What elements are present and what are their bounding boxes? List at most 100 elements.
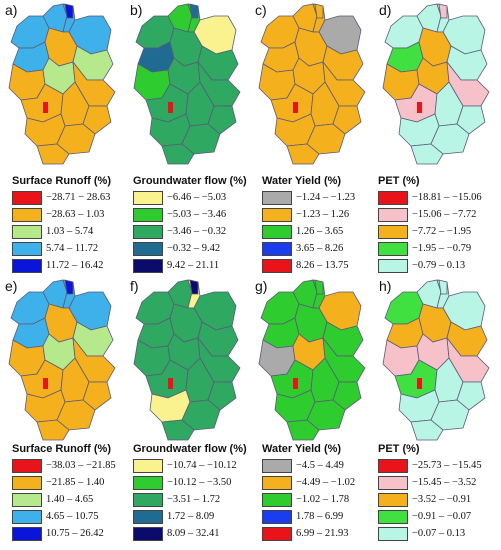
watershed-map [8, 3, 116, 165]
legend-item: −6.46 – −5.03 [133, 189, 257, 206]
panel-label: f) [130, 278, 139, 294]
legend-swatch [378, 207, 408, 222]
legend-item: −3.46 – −0.32 [133, 223, 257, 240]
legend-item: −3.51 – 1.72 [133, 491, 257, 508]
legend-range: −10.12 – −3.50 [167, 477, 232, 488]
legend-item: 4.65 – 10.75 [12, 508, 136, 525]
subbasin-s3 [456, 381, 486, 411]
legend-item: −1.95 – −0.79 [378, 240, 501, 257]
legend-item: −5.03 – −3.46 [133, 206, 257, 223]
headwater-subbasin [438, 279, 448, 295]
legend-c: Water Yield (%) −1.24 – −1.23 −1.23 – 1.26… [262, 173, 386, 274]
legend-title: Water Yield (%) [262, 175, 342, 187]
reservoir-marker [293, 378, 298, 389]
legend-range: −1.02 – 1.78 [296, 494, 350, 505]
legend-swatch [12, 526, 42, 541]
legend-item: −15.06 – −7.72 [378, 206, 501, 223]
legend-range: −0.32 – 9.42 [167, 243, 221, 254]
legend-swatch [262, 526, 292, 541]
map-panel-c: c) [253, 2, 373, 167]
legend-swatch [378, 509, 408, 524]
legend-range: 4.65 – 10.75 [46, 511, 99, 522]
legend-swatch [12, 509, 42, 524]
legend-range: −0.07 – 0.13 [412, 528, 466, 539]
legend-item: 1.78 – 6.99 [262, 508, 386, 525]
map-panel-f: f) [128, 278, 248, 443]
reservoir-marker [43, 378, 48, 389]
legend-range: 5.74 – 11.72 [46, 243, 99, 254]
legend-swatch [133, 475, 163, 490]
legend-title: PET (%) [378, 175, 420, 187]
panel-label: c) [255, 2, 267, 18]
legend-item: −15.45 – −3.52 [378, 474, 501, 491]
subbasin-s3 [82, 105, 112, 135]
subbasin-b3 [410, 419, 444, 441]
legend-range: −4.5 – 4.49 [296, 460, 344, 471]
legend-range: −38.03 – −21.85 [46, 460, 116, 471]
legend-swatch [12, 224, 42, 239]
legend-range: −0.91 – −0.07 [412, 511, 472, 522]
headwater-subbasin [189, 3, 199, 19]
legend-swatch [133, 224, 163, 239]
legend-d: PET (%) −18.81 – −15.06 −15.06 – −7.72 −7.7… [378, 173, 501, 274]
legend-item: 1.40 – 4.65 [12, 491, 136, 508]
subbasin-b3 [286, 419, 320, 441]
legend-item: 1.26 – 3.65 [262, 223, 386, 240]
map-panel-e: e) [3, 278, 123, 443]
legend-swatch [378, 224, 408, 239]
legend-range: −10.74 – −10.12 [167, 460, 237, 471]
legend-swatch [262, 258, 292, 273]
reservoir-marker [417, 378, 422, 389]
legend-item: −1.02 – 1.78 [262, 491, 386, 508]
legend-range: −1.23 – 1.26 [296, 209, 350, 220]
legend-range: 1.40 – 4.65 [46, 494, 94, 505]
legend-range: −5.03 – −3.46 [167, 209, 227, 220]
headwater-subbasin [189, 279, 199, 295]
panel-label: d) [379, 2, 392, 18]
legend-item: −3.52 – −0.91 [378, 491, 501, 508]
legend-swatch [262, 241, 292, 256]
legend-swatch [133, 190, 163, 205]
legend-item: −4.5 – 4.49 [262, 457, 386, 474]
legend-item: −38.03 – −21.85 [12, 457, 136, 474]
legend-swatch [133, 241, 163, 256]
legend-swatch [133, 509, 163, 524]
legend-item: −18.81 – −15.06 [378, 189, 501, 206]
legend-swatch [378, 190, 408, 205]
legend-range: −3.51 – 1.72 [167, 494, 221, 505]
panel-label: h) [379, 278, 392, 294]
subbasin-b3 [286, 143, 320, 165]
legend-range: 1.78 – 6.99 [296, 511, 344, 522]
map-panel-h: h) [377, 278, 497, 443]
legend-range: −1.95 – −0.79 [412, 243, 472, 254]
legend-swatch [262, 190, 292, 205]
legend-item: −0.79 – 0.13 [378, 257, 501, 274]
legend-item: −0.07 – 0.13 [378, 525, 501, 542]
legend-item: −1.23 – 1.26 [262, 206, 386, 223]
legend-swatch [378, 475, 408, 490]
legend-item: 10.75 – 26.42 [12, 525, 136, 542]
legend-item: −28.63 – 1.03 [12, 206, 136, 223]
subbasin-b3 [36, 419, 70, 441]
legend-range: −15.06 – −7.72 [412, 209, 477, 220]
legend-swatch [133, 526, 163, 541]
legend-item: 8.09 – 32.41 [133, 525, 257, 542]
legend-swatch [378, 492, 408, 507]
legend-swatch [378, 458, 408, 473]
legend-title: Groundwater flow (%) [133, 443, 247, 455]
watershed-map [258, 3, 366, 165]
legend-swatch [262, 509, 292, 524]
legend-swatch [12, 492, 42, 507]
legend-swatch [378, 241, 408, 256]
legend-range: 1.03 – 5.74 [46, 226, 94, 237]
legend-item: 1.72 – 8.09 [133, 508, 257, 525]
legend-title: Water Yield (%) [262, 443, 342, 455]
legend-item: −0.32 – 9.42 [133, 240, 257, 257]
headwater-subbasin [438, 3, 448, 19]
legend-title: PET (%) [378, 443, 420, 455]
legend-f: Groundwater flow (%) −10.74 – −10.12 −10.1… [133, 441, 257, 542]
legend-item: −10.12 – −3.50 [133, 474, 257, 491]
map-panel-g: g) [253, 278, 373, 443]
legend-swatch [262, 492, 292, 507]
headwater-subbasin [64, 3, 74, 19]
